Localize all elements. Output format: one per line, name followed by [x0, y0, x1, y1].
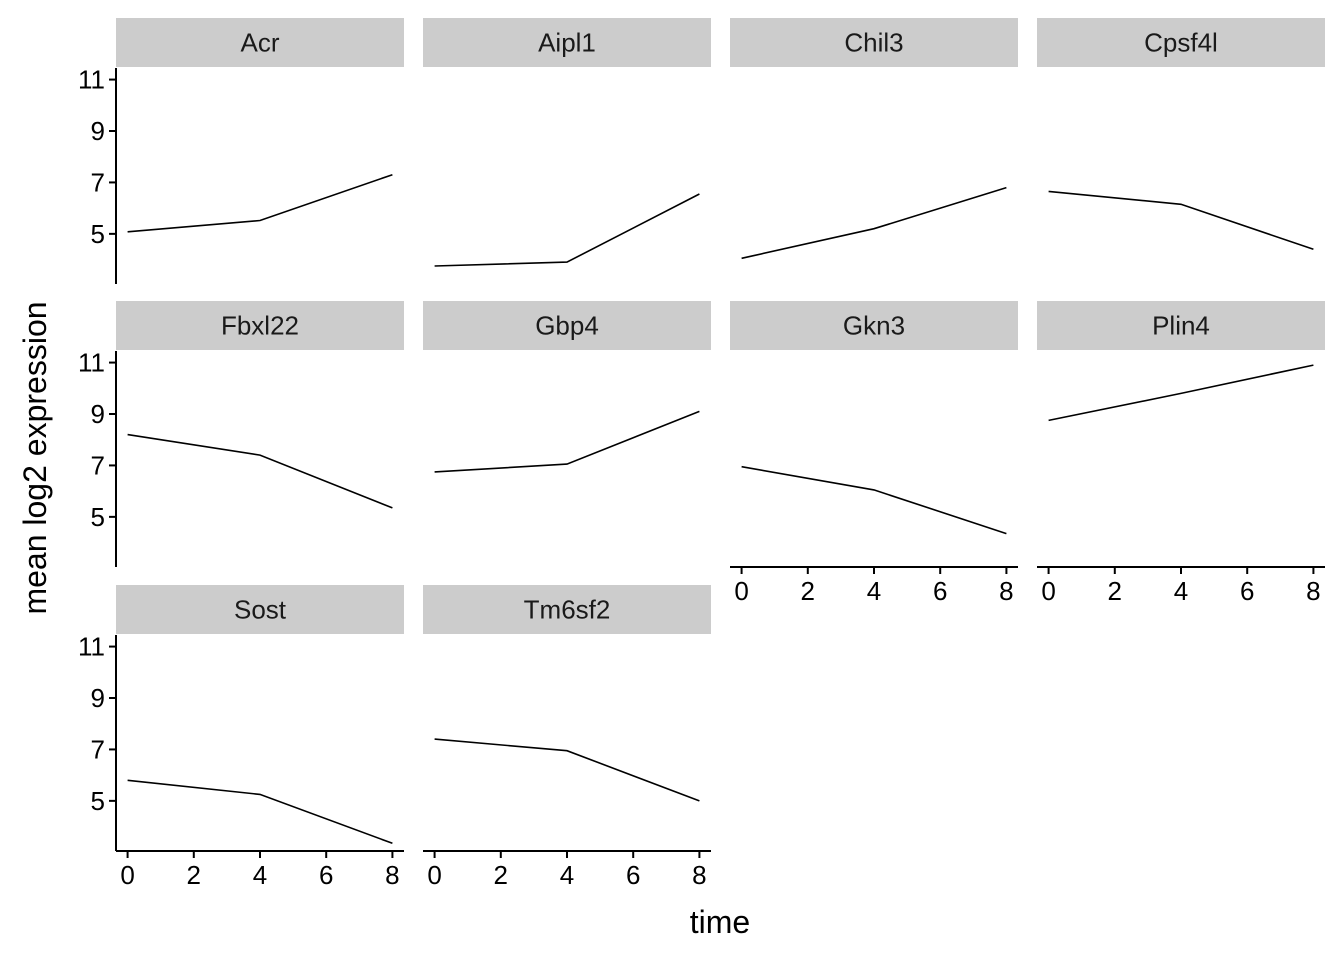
facet-panel: Gkn3 0 2 4 6 8 [730, 301, 1018, 606]
series-line [434, 410, 700, 473]
facet-panel: Acr 5 7 9 11 [78, 18, 404, 284]
series-line [127, 433, 393, 509]
x-tick-label: 8 [1306, 576, 1320, 606]
facet-strip [116, 301, 404, 350]
series-line [741, 186, 1007, 260]
facet-strip [423, 18, 711, 67]
x-tick-label: 2 [187, 860, 201, 890]
x-tick-label: 6 [319, 860, 333, 890]
facet-strip-label: Plin4 [1152, 311, 1210, 341]
panels: Acr 5 7 9 11 Aipl1 Chil3 Cpsf4l Fbxl22 5 7 9 11 Gbp4 G… [78, 18, 1325, 890]
facet-panel: Tm6sf2 0 2 4 6 8 [423, 585, 711, 890]
facet-strip [116, 18, 404, 67]
facet-strip [730, 18, 1018, 67]
facet-panel: Gbp4 [423, 301, 711, 473]
x-tick-label: 2 [1108, 576, 1122, 606]
x-tick-label: 0 [734, 576, 748, 606]
x-tick-label: 6 [626, 860, 640, 890]
facet-strip-label: Tm6sf2 [524, 595, 611, 625]
facet-strip-label: Acr [241, 28, 280, 58]
series-line [434, 193, 700, 267]
y-tick-label: 7 [91, 167, 105, 197]
x-tick-label: 6 [1240, 576, 1254, 606]
facet-panel: Plin4 0 2 4 6 8 [1037, 301, 1325, 606]
x-tick-label: 4 [253, 860, 267, 890]
x-tick-label: 4 [560, 860, 574, 890]
facet-panel: Fbxl22 5 7 9 11 [78, 301, 404, 567]
y-tick-label: 11 [78, 65, 105, 95]
x-axis-title: time [690, 904, 750, 940]
facet-strip-label: Fbxl22 [221, 311, 299, 341]
y-axis-title: mean log2 expression [17, 301, 53, 614]
x-tick-label: 8 [692, 860, 706, 890]
y-tick-label: 5 [91, 786, 105, 816]
facet-strip [423, 301, 711, 350]
y-tick-label: 11 [78, 348, 105, 378]
y-tick-label: 7 [91, 450, 105, 480]
y-tick-label: 5 [91, 502, 105, 532]
y-tick-label: 5 [91, 219, 105, 249]
facet-panel: Chil3 [730, 18, 1018, 260]
facet-strip-label: Gkn3 [843, 311, 905, 341]
x-tick-label: 6 [933, 576, 947, 606]
facet-strip [730, 301, 1018, 350]
y-tick-label: 9 [91, 399, 105, 429]
x-tick-label: 4 [1174, 576, 1188, 606]
x-tick-label: 8 [385, 860, 399, 890]
facet-strip-label: Aipl1 [538, 28, 596, 58]
x-tick-label: 0 [120, 860, 134, 890]
facet-panel: Aipl1 [423, 18, 711, 267]
y-tick-label: 7 [91, 734, 105, 764]
x-tick-label: 0 [427, 860, 441, 890]
facet-panel: Sost 5 7 9 11 0 2 4 6 8 [78, 585, 404, 890]
series-line [1048, 364, 1314, 422]
facet-strip [116, 585, 404, 634]
facet-strip-label: Cpsf4l [1144, 28, 1218, 58]
x-tick-label: 2 [801, 576, 815, 606]
facet-strip-label: Chil3 [844, 28, 903, 58]
x-tick-label: 4 [867, 576, 881, 606]
series-line [127, 779, 393, 845]
series-line [741, 465, 1007, 535]
y-tick-label: 11 [78, 632, 105, 662]
facet-strip [1037, 18, 1325, 67]
series-line [127, 173, 393, 233]
x-tick-label: 0 [1041, 576, 1055, 606]
facet-strip-label: Sost [234, 595, 287, 625]
series-line [434, 738, 700, 802]
facet-panel: Cpsf4l [1037, 18, 1325, 251]
series-line [1048, 190, 1314, 251]
x-tick-label: 8 [999, 576, 1013, 606]
facet-strip [423, 585, 711, 634]
y-tick-label: 9 [91, 116, 105, 146]
y-tick-label: 9 [91, 683, 105, 713]
x-tick-label: 2 [494, 860, 508, 890]
facet-strip-label: Gbp4 [535, 311, 599, 341]
facet-strip [1037, 301, 1325, 350]
